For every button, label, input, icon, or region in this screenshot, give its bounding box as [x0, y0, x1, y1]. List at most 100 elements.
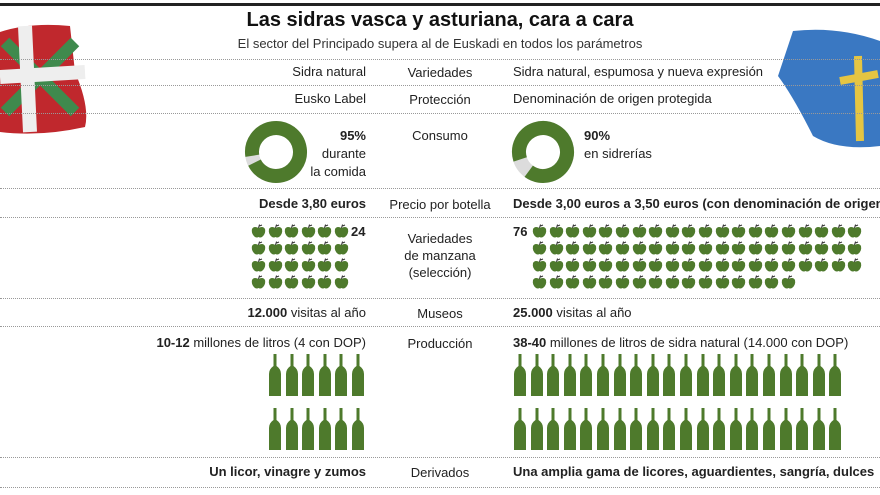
apple-icon: [831, 224, 845, 238]
bottle-icon: [580, 408, 593, 450]
bottle-icon: [829, 408, 842, 450]
apple-icon: [334, 258, 349, 272]
apple-icon: [268, 258, 282, 272]
bottle-icon: [713, 354, 726, 396]
apple-icon: [748, 258, 762, 272]
bottle-icon: [613, 408, 626, 450]
apple-icon: [318, 241, 332, 255]
apple-icon: [682, 258, 696, 272]
produccion-left: 10-12 millones de litros (4 con DOP): [156, 335, 366, 350]
apple-icon: [698, 258, 713, 272]
variedades-label: Variedades: [407, 65, 473, 80]
bottle-icon: [351, 354, 364, 396]
museos-left: 12.000 visitas al año: [247, 305, 366, 320]
consumo-right-text: en sidrerías: [584, 146, 652, 161]
bottle-grid-left: [268, 354, 365, 450]
bottle-icon: [812, 354, 825, 396]
apple-icon: [748, 275, 762, 289]
apple-icon: [301, 224, 315, 238]
apple-icon: [715, 275, 729, 289]
apple-icon: [648, 258, 663, 272]
apple-icon: [632, 258, 646, 272]
apple-icon: [848, 224, 862, 238]
bottle-icon: [796, 354, 809, 396]
apple-icon: [648, 275, 663, 289]
bottle-icon: [663, 354, 676, 396]
apple-grid-right: [532, 224, 862, 289]
consumo-left-text2: la comida: [310, 164, 366, 179]
apple-icon: [848, 258, 862, 272]
precio-right: Desde 3,00 euros a 3,50 euros (con denom…: [513, 196, 880, 211]
apple-icon: [831, 241, 845, 255]
bottle-icon: [646, 354, 659, 396]
apple-icon: [284, 241, 299, 255]
apple-count-right: 76: [513, 224, 528, 239]
apple-icon: [582, 241, 596, 255]
apple-icon: [334, 241, 349, 255]
bottle-icon: [729, 354, 742, 396]
apple-icon: [301, 241, 315, 255]
bottle-icon: [746, 408, 759, 450]
apple-grid-left: [251, 224, 349, 289]
apple-icon: [798, 258, 812, 272]
consumo-left-pct: 95%: [339, 128, 366, 143]
donut-segment: [512, 121, 574, 183]
apple-icon: [615, 224, 630, 238]
bottle-icon: [318, 354, 331, 396]
bottle-icon: [530, 354, 543, 396]
bottle-icon: [547, 354, 560, 396]
museos-right: 25.000 visitas al año: [513, 305, 632, 320]
bottle-icon: [580, 354, 593, 396]
divider: [0, 217, 880, 218]
apple-icon: [599, 241, 613, 255]
manzana-label: Variedades de manzana (selección): [380, 230, 500, 281]
apple-icon: [765, 258, 779, 272]
apple-icon: [251, 241, 266, 255]
apple-icon: [715, 224, 729, 238]
apple-icon: [682, 224, 696, 238]
apple-icon: [698, 241, 713, 255]
bottle-icon: [563, 408, 576, 450]
apple-icon: [648, 241, 663, 255]
proteccion-right: Denominación de origen protegida: [513, 91, 712, 106]
apple-icon: [731, 241, 746, 255]
derivados-label: Derivados: [410, 465, 470, 480]
apple-icon: [549, 275, 563, 289]
apple-icon: [665, 275, 679, 289]
apple-icon: [599, 224, 613, 238]
bottle-icon: [679, 354, 692, 396]
bottle-icon: [696, 408, 709, 450]
apple-icon: [831, 258, 845, 272]
proteccion-left: Eusko Label: [294, 91, 366, 106]
apple-icon: [715, 258, 729, 272]
bottle-icon: [796, 408, 809, 450]
apple-count-left: 24: [351, 224, 366, 239]
apple-icon: [532, 275, 547, 289]
divider: [0, 298, 880, 299]
apple-icon: [632, 241, 646, 255]
apple-icon: [318, 275, 332, 289]
apple-icon: [565, 241, 580, 255]
apple-icon: [318, 224, 332, 238]
apple-icon: [731, 224, 746, 238]
bottle-icon: [285, 408, 298, 450]
donut-segment: [245, 121, 307, 183]
apple-icon: [632, 275, 646, 289]
bottle-icon: [335, 354, 348, 396]
bottle-icon: [596, 408, 609, 450]
bottle-icon: [269, 408, 281, 450]
bottle-icon: [812, 408, 825, 450]
basque-flag-image: [0, 24, 87, 134]
bottle-icon: [762, 408, 775, 450]
derivados-right: Una amplia gama de licores, aguardientes…: [513, 464, 875, 479]
divider: [0, 487, 880, 488]
apple-icon: [284, 258, 299, 272]
subtitle: El sector del Principado supera al de Eu…: [237, 36, 643, 51]
bottle-icon: [713, 408, 726, 450]
apple-icon: [715, 241, 729, 255]
bottle-icon: [613, 354, 626, 396]
bottle-icon: [285, 354, 298, 396]
bottle-icon: [679, 408, 692, 450]
apple-icon: [665, 241, 679, 255]
divider: [0, 59, 880, 60]
